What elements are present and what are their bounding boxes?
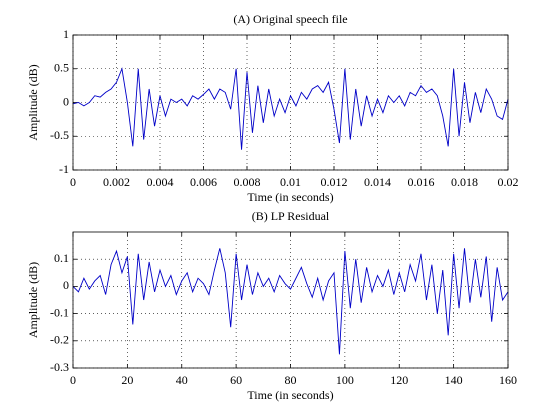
x-tick-label: 0.004 [147, 175, 174, 189]
x-tick-label: 0.018 [451, 175, 478, 189]
y-tick-label: -0.2 [50, 333, 69, 347]
x-tick-label: 80 [285, 373, 297, 387]
x-tick-label: 40 [176, 373, 188, 387]
chart-title: (B) LP Residual [252, 209, 330, 223]
chart-title: (A) Original speech file [233, 12, 347, 26]
x-tick-label: 0.006 [190, 175, 217, 189]
x-tick-label: 0.02 [498, 175, 519, 189]
x-tick-label: 0.016 [408, 175, 435, 189]
y-tick-label: 0 [63, 278, 69, 292]
x-axis-label: Time (in seconds) [247, 190, 333, 204]
y-tick-label: 0 [63, 94, 69, 108]
y-tick-label: -0.1 [50, 305, 69, 319]
y-tick-label: -0.5 [50, 128, 69, 142]
data-line [72, 67, 509, 150]
x-tick-label: 120 [390, 373, 408, 387]
x-tick-label: 0 [70, 175, 76, 189]
y-tick-label: -0.3 [50, 360, 69, 374]
x-tick-label: 160 [499, 373, 517, 387]
x-tick-label: 0.014 [364, 175, 391, 189]
x-tick-label: 20 [121, 373, 133, 387]
x-tick-label: 140 [445, 373, 463, 387]
data-line [72, 248, 509, 355]
x-tick-label: 60 [230, 373, 242, 387]
y-axis-label: Amplitude (dB) [26, 64, 40, 140]
y-tick-label: -1 [59, 162, 69, 176]
x-tick-label: 0.008 [234, 175, 261, 189]
x-tick-label: 0.012 [321, 175, 348, 189]
y-axis-label: Amplitude (dB) [26, 262, 40, 338]
axes-frame [72, 34, 509, 171]
x-tick-label: 0 [70, 373, 76, 387]
x-tick-label: 0.002 [103, 175, 130, 189]
axes-frame [72, 231, 509, 369]
y-tick-label: 1 [63, 27, 69, 41]
x-tick-label: 100 [336, 373, 354, 387]
x-tick-label: 0.01 [280, 175, 301, 189]
y-tick-label: 0.1 [54, 251, 69, 265]
y-tick-label: 0.5 [54, 61, 69, 75]
x-axis-label: Time (in seconds) [247, 388, 333, 402]
